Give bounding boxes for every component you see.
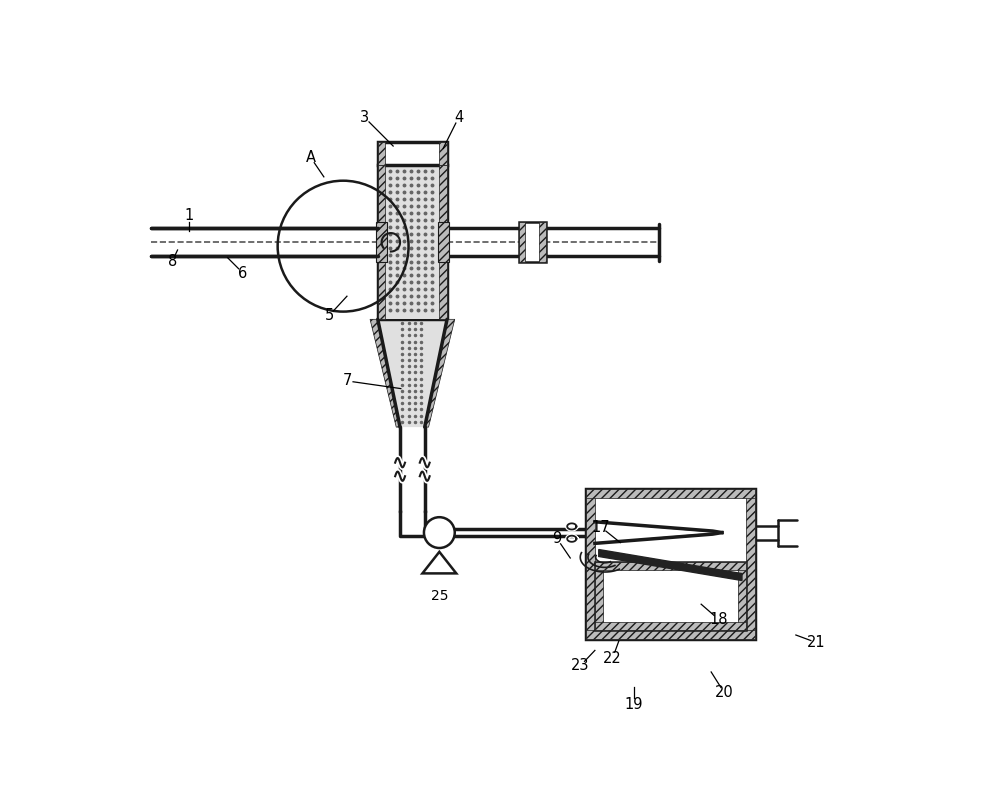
Text: 8: 8	[168, 254, 177, 269]
Bar	[378, 166, 447, 319]
Bar	[746, 489, 755, 639]
Text: 6: 6	[238, 266, 248, 281]
Bar	[438, 222, 449, 262]
Bar	[519, 222, 546, 262]
Text: 5: 5	[325, 308, 334, 323]
Text: 3: 3	[360, 110, 369, 125]
Bar	[738, 562, 746, 630]
Bar	[586, 489, 755, 498]
Polygon shape	[378, 319, 447, 427]
Polygon shape	[425, 319, 455, 427]
Text: 21: 21	[807, 635, 826, 650]
Text: 17: 17	[592, 520, 610, 534]
Polygon shape	[422, 552, 456, 574]
Bar	[378, 166, 385, 319]
Bar	[586, 630, 755, 639]
Text: 23: 23	[571, 658, 590, 674]
Text: 25: 25	[431, 589, 448, 603]
Bar	[439, 142, 447, 166]
Polygon shape	[595, 533, 722, 543]
Text: 7: 7	[342, 374, 352, 389]
Text: 1: 1	[184, 208, 194, 223]
Text: 4: 4	[454, 110, 463, 125]
Text: 20: 20	[715, 686, 734, 700]
Text: 22: 22	[603, 650, 622, 666]
Bar	[586, 489, 595, 639]
Bar	[595, 562, 746, 570]
Bar	[539, 222, 546, 262]
Bar	[385, 166, 439, 319]
Text: 18: 18	[710, 612, 728, 627]
Polygon shape	[595, 522, 722, 533]
Polygon shape	[599, 550, 742, 581]
Bar	[439, 166, 447, 319]
Bar	[586, 489, 755, 639]
Text: 9: 9	[553, 531, 562, 546]
Circle shape	[424, 517, 455, 548]
Bar	[376, 222, 387, 262]
Text: A: A	[306, 150, 316, 165]
Bar	[378, 142, 447, 166]
Bar	[595, 562, 603, 630]
Bar	[595, 562, 746, 630]
Polygon shape	[370, 319, 400, 427]
Bar	[595, 622, 746, 630]
Text: 19: 19	[625, 697, 643, 712]
Bar	[519, 222, 525, 262]
Bar	[378, 142, 385, 166]
